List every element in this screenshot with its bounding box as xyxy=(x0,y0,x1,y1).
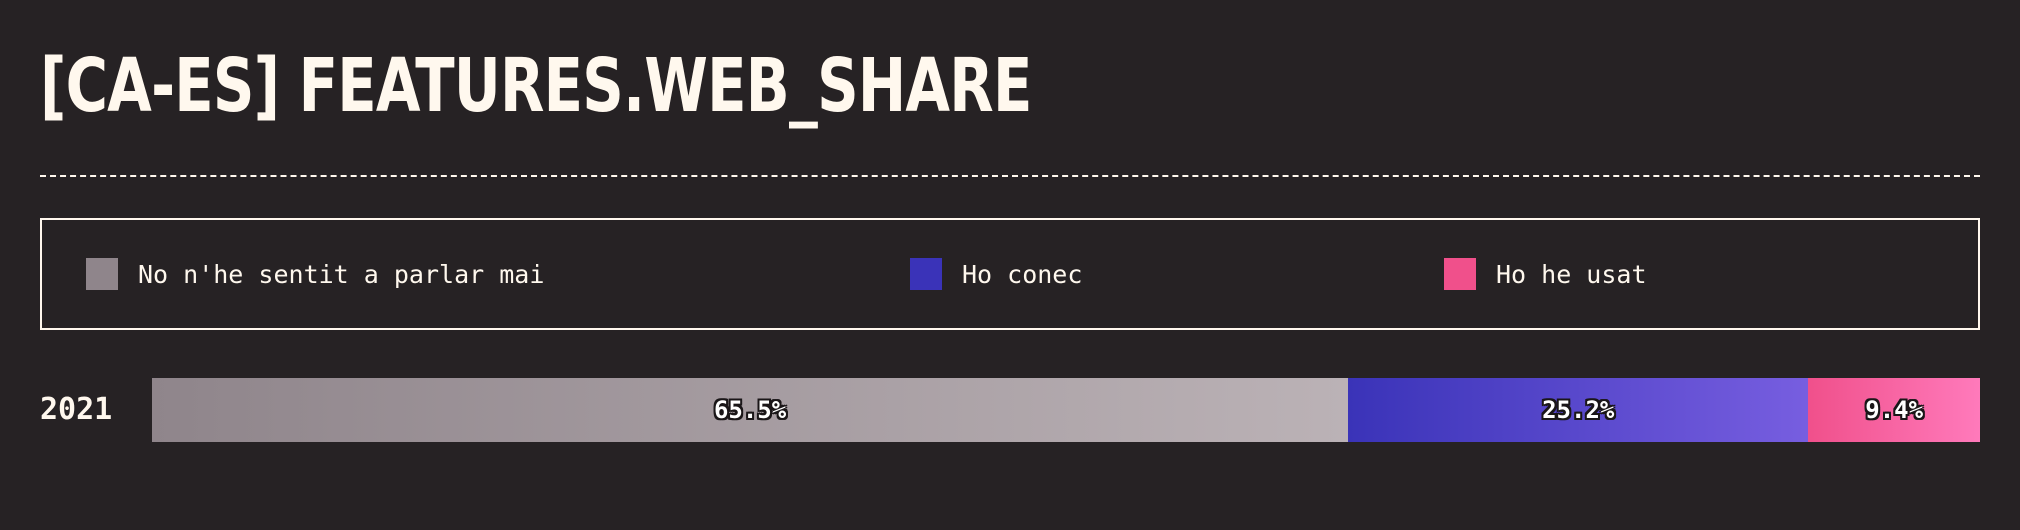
legend-swatch-never-heard xyxy=(86,258,118,290)
legend-label-never-heard: No n'he sentit a parlar mai xyxy=(138,259,545,289)
legend-label-used-it: Ho he usat xyxy=(1496,259,1647,289)
stacked-bar-2021: 65.5% 25.2% 9.4% xyxy=(152,378,1980,442)
chart-title: [CA-ES] FEATURES.WEB_SHARE xyxy=(40,43,1032,129)
bar-value-label-used-it: 9.4% xyxy=(1865,396,1924,424)
legend-swatch-know-it xyxy=(910,258,942,290)
title-divider xyxy=(40,175,1980,177)
legend-swatch-used-it xyxy=(1444,258,1476,290)
bar-value-label-never-heard: 65.5% xyxy=(713,396,787,424)
category-label-2021: 2021 xyxy=(40,392,113,427)
bar-value-label-know-it: 25.2% xyxy=(1542,396,1615,424)
legend-item-know-it[interactable]: Ho conec xyxy=(910,258,1082,290)
bar-segment-never-heard[interactable]: 65.5% xyxy=(152,378,1349,442)
legend-label-know-it: Ho conec xyxy=(962,259,1083,289)
legend-item-used-it[interactable]: Ho he usat xyxy=(1444,258,1647,290)
bar-segment-know-it[interactable]: 25.2% xyxy=(1348,378,1809,442)
chart-legend: No n'he sentit a parlar mai Ho conec Ho … xyxy=(40,218,1980,330)
legend-item-never-heard[interactable]: No n'he sentit a parlar mai xyxy=(86,258,544,290)
bar-segment-used-it[interactable]: 9.4% xyxy=(1808,378,1980,442)
